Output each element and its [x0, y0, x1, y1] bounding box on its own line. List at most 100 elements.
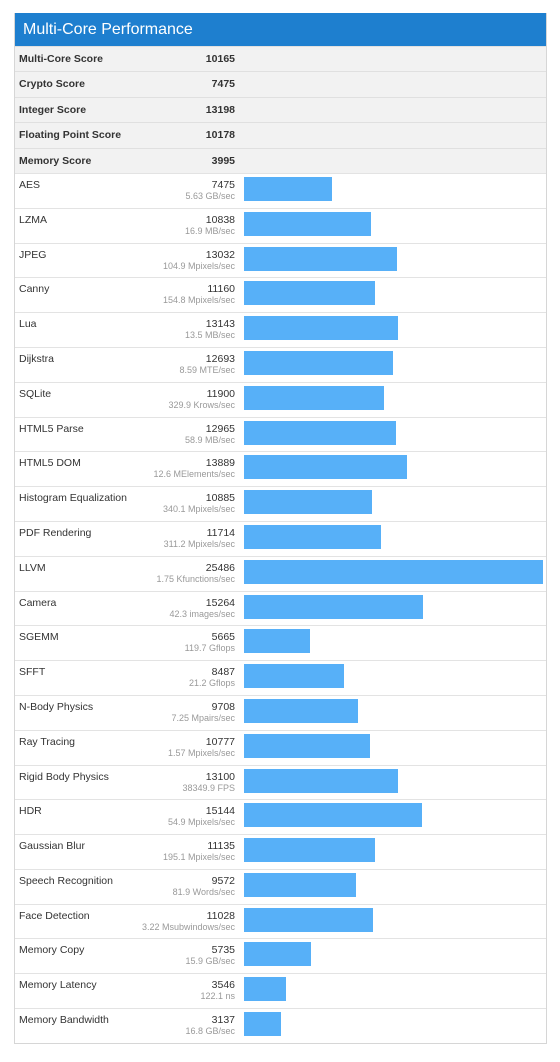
workload-row-camera: Camera 15264 42.3 images/sec [15, 590, 546, 626]
summary-section: Multi-Core Score 10165 Crypto Score 7475 Int… [15, 46, 546, 173]
score-bar-speech-recognition [244, 872, 356, 897]
workload-label: HTML5 DOM [19, 457, 81, 470]
score-bar-sqlite [244, 385, 384, 410]
workload-score: 7475 [211, 178, 235, 191]
workload-rate: 12.6 MElements/sec [153, 469, 235, 480]
workload-score: 11714 [206, 526, 235, 539]
workload-row-sfft: SFFT 8487 21.2 Gflops [15, 660, 546, 695]
workload-label: LZMA [19, 213, 48, 226]
workload-score: 25486 [205, 561, 235, 574]
workload-rate: 1.57 Mpixels/sec [167, 747, 235, 758]
workload-score: 13100 [205, 770, 235, 783]
score-bar-gaussian-blur [244, 838, 375, 863]
score-bar-track [244, 733, 543, 758]
summary-row-crypto-score: Crypto Score 7475 [15, 71, 546, 97]
workload-rate: 58.9 MB/sec [184, 434, 235, 445]
score-bar-track [244, 176, 543, 201]
workload-rate: 329.9 Krows/sec [168, 399, 235, 410]
score-bar-track [244, 524, 543, 549]
summary-value: 3995 [211, 154, 235, 167]
workload-label: Speech Recognition [19, 874, 113, 887]
workload-score: 11900 [206, 387, 235, 400]
panel-title: Multi-Core Performance [15, 13, 546, 46]
workload-row-n-body-physics: N-Body Physics 9708 7.25 Mpairs/sec [15, 694, 546, 730]
workload-row-sqlite: SQLite 11900 329.9 Krows/sec [15, 381, 546, 417]
workload-row-lua: Lua 13143 13.5 MB/sec [15, 312, 546, 347]
workload-row-speech-recognition: Speech Recognition 9572 81.9 Words/sec [15, 868, 546, 904]
workload-score: 15264 [205, 596, 235, 609]
workload-label: LLVM [19, 561, 46, 574]
workload-rate: 42.3 images/sec [169, 608, 235, 619]
score-bar-track [244, 350, 543, 375]
score-bar-aes [244, 176, 332, 201]
workload-label: SGEMM [19, 631, 59, 644]
summary-label: Floating Point Score [19, 129, 122, 142]
workload-label: SFFT [19, 666, 46, 679]
score-bar-track [244, 698, 543, 723]
workload-label: PDF Rendering [19, 526, 92, 539]
workload-row-memory-bandwidth: Memory Bandwidth 3137 16.8 GB/sec [15, 1008, 546, 1043]
workload-score: 10838 [205, 213, 235, 226]
summary-label: Integer Score [19, 103, 87, 116]
score-bar-canny [244, 281, 375, 306]
score-bar-track [244, 594, 543, 619]
workload-row-gaussian-blur: Gaussian Blur 11135 195.1 Mpixels/sec [15, 834, 546, 869]
summary-value: 10178 [205, 129, 235, 142]
score-bar-track [244, 629, 543, 654]
workload-row-dijkstra: Dijkstra 12693 8.59 MTE/sec [15, 346, 546, 382]
workload-rate: 104.9 Mpixels/sec [162, 260, 235, 271]
workload-label: Camera [19, 596, 57, 609]
workload-label: Memory Copy [19, 944, 85, 957]
score-bar-track [244, 872, 543, 897]
workload-score: 13889 [205, 457, 235, 470]
score-bar-n-body-physics [244, 698, 358, 723]
score-bar-track [244, 768, 543, 793]
workload-score: 3137 [211, 1014, 235, 1027]
score-bar-lua [244, 316, 398, 341]
workload-row-aes: AES 7475 5.63 GB/sec [15, 172, 546, 208]
score-bar-track [244, 490, 543, 515]
score-bar-memory-bandwidth [244, 1012, 281, 1037]
workload-rate: 7.25 Mpairs/sec [171, 712, 235, 723]
score-bar-memory-latency [244, 977, 286, 1002]
workload-score: 15144 [205, 805, 235, 818]
score-bar-histogram-equalization [244, 490, 372, 515]
workload-row-memory-copy: Memory Copy 5735 15.9 GB/sec [15, 938, 546, 974]
workload-score: 5735 [211, 944, 235, 957]
score-bar-face-detection [244, 907, 373, 932]
workload-rate: 54.9 Mpixels/sec [167, 817, 235, 828]
score-bar-track [244, 316, 543, 341]
workload-row-html5-parse: HTML5 Parse 12965 58.9 MB/sec [15, 416, 546, 452]
summary-label: Memory Score [19, 154, 92, 167]
workload-score: 9708 [211, 700, 235, 713]
workload-label: Gaussian Blur [19, 840, 85, 853]
workload-row-memory-latency: Memory Latency 3546 122.1 ns [15, 973, 546, 1009]
workload-rate: 21.2 Gflops [188, 678, 235, 689]
summary-label: Crypto Score [19, 78, 85, 91]
workload-rate: 16.8 GB/sec [185, 1026, 235, 1037]
score-bar-lzma [244, 211, 371, 236]
workload-chart: AES 7475 5.63 GB/sec LZMA 10838 16.9 MB/sec JP… [15, 172, 546, 1043]
workload-label: Dijkstra [19, 352, 55, 365]
workload-row-face-detection: Face Detection 11028 3.22 Msubwindows/sec [15, 903, 546, 939]
workload-rate: 13.5 MB/sec [184, 330, 235, 341]
workload-row-histogram-equalization: Histogram Equalization 10885 340.1 Mpixels… [15, 486, 546, 521]
workload-row-llvm: LLVM 25486 1.75 Kfunctions/sec [15, 555, 546, 591]
workload-score: 12965 [205, 422, 235, 435]
workload-label: JPEG [19, 248, 47, 261]
workload-label: HTML5 Parse [19, 422, 84, 435]
summary-label: Multi-Core Score [19, 53, 104, 65]
workload-rate: 340.1 Mpixels/sec [162, 504, 235, 515]
workload-row-pdf-rendering: PDF Rendering 11714 311.2 Mpixels/sec [15, 520, 546, 556]
workload-label: Memory Bandwidth [19, 1014, 109, 1027]
workload-label: Histogram Equalization [19, 492, 127, 505]
score-bar-memory-copy [244, 942, 311, 967]
workload-rate: 3.22 Msubwindows/sec [141, 921, 235, 932]
workload-row-html5-dom: HTML5 DOM 13889 12.6 MElements/sec [15, 451, 546, 487]
workload-label: AES [19, 178, 41, 191]
workload-rate: 16.9 MB/sec [184, 225, 235, 236]
workload-label: HDR [19, 805, 42, 818]
workload-label: Ray Tracing [19, 735, 76, 748]
score-bar-ray-tracing [244, 733, 370, 758]
score-bar-track [244, 942, 543, 967]
